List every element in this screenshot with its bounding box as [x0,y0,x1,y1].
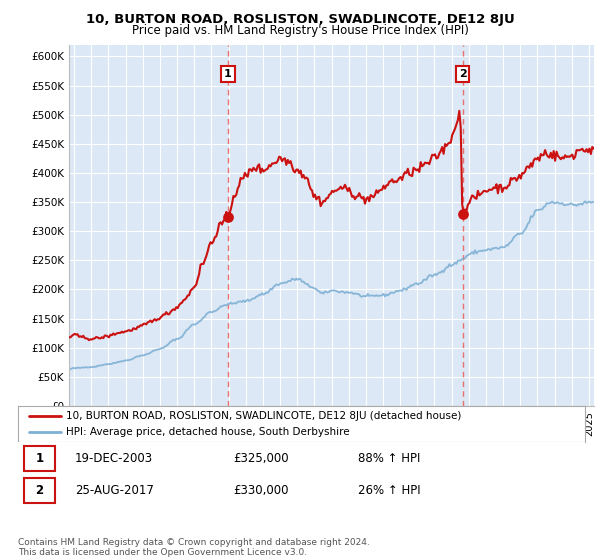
FancyBboxPatch shape [23,446,55,471]
Text: 10, BURTON ROAD, ROSLISTON, SWADLINCOTE, DE12 8JU: 10, BURTON ROAD, ROSLISTON, SWADLINCOTE,… [86,13,514,26]
Text: 25-AUG-2017: 25-AUG-2017 [75,484,154,497]
Text: £325,000: £325,000 [233,452,289,465]
FancyBboxPatch shape [23,478,55,503]
Text: 26% ↑ HPI: 26% ↑ HPI [358,484,421,497]
Text: HPI: Average price, detached house, South Derbyshire: HPI: Average price, detached house, Sout… [66,427,350,437]
Text: Price paid vs. HM Land Registry's House Price Index (HPI): Price paid vs. HM Land Registry's House … [131,24,469,37]
Text: 1: 1 [224,69,232,79]
Text: 19-DEC-2003: 19-DEC-2003 [75,452,153,465]
Text: Contains HM Land Registry data © Crown copyright and database right 2024.
This d: Contains HM Land Registry data © Crown c… [18,538,370,557]
Text: £330,000: £330,000 [233,484,289,497]
Text: 1: 1 [35,452,43,465]
Text: 10, BURTON ROAD, ROSLISTON, SWADLINCOTE, DE12 8JU (detached house): 10, BURTON ROAD, ROSLISTON, SWADLINCOTE,… [66,411,461,421]
Text: 2: 2 [459,69,467,79]
Text: 88% ↑ HPI: 88% ↑ HPI [358,452,421,465]
Point [223,212,233,221]
Text: 2: 2 [35,484,43,497]
Point [458,209,467,218]
